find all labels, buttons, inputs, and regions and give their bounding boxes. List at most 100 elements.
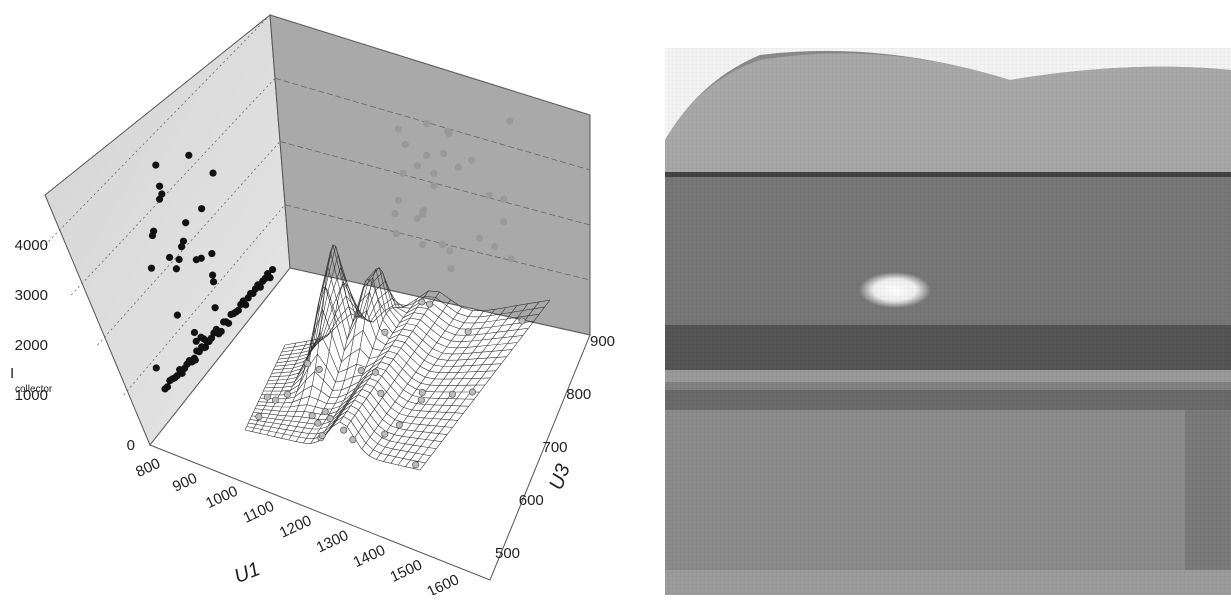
dot [211,304,219,312]
dot [349,436,357,444]
x-tick-label: 1000 [203,483,240,513]
mesh-line [390,307,507,464]
dot [255,413,263,421]
z-tick-label: 0 [127,437,135,454]
dot [454,163,462,171]
y-tick-label: 700 [543,439,568,456]
dot [177,243,186,251]
dot [418,210,427,218]
plot-3d [44,14,591,581]
dot [446,247,454,255]
dot [208,249,216,258]
dot [500,195,508,203]
dot [268,265,277,274]
dot [192,337,200,345]
dot [172,265,181,273]
dot [500,218,508,226]
dot [163,383,172,391]
z-tick-label: 1000 [15,387,48,404]
dot [468,388,476,396]
dot [152,364,160,372]
x-tick-label: 1100 [241,498,277,527]
grid-line [44,14,271,246]
dot [430,182,438,190]
dot [266,274,274,282]
dot [201,343,210,351]
dot [518,317,526,325]
dot [190,328,199,337]
dot [147,264,156,272]
x-axis-label: U1 [231,558,263,588]
dot [357,367,365,375]
dot [179,237,188,245]
dot [426,300,434,308]
dot [394,196,403,205]
dot [185,151,193,159]
dot [234,306,242,314]
dot [381,430,389,438]
x-tick-label: 900 [170,470,200,496]
mesh-line [419,299,551,471]
dot [468,156,476,164]
y-axis-label: U3 [545,461,574,493]
x-tick-label: 1400 [351,542,388,572]
dot [224,319,233,327]
mesh-line [412,301,540,469]
dot [242,301,250,309]
dot [198,205,206,213]
mesh-line [284,290,551,346]
grid-line [97,141,281,346]
dot [430,170,438,178]
dot [209,169,217,177]
y-tick-label: 900 [590,333,615,350]
dot [444,127,452,135]
grid-line [284,204,591,281]
dot [308,412,316,420]
plot-content [44,14,591,471]
dot [412,461,420,469]
y-tick-label: 500 [495,545,520,562]
dot [423,151,431,160]
dot [256,283,264,291]
grid-line [289,267,591,336]
mesh-line [283,295,545,349]
z-axis-label: I [10,365,14,382]
dot [209,278,218,286]
dot [401,140,409,149]
dot [314,419,322,427]
dot [155,182,164,190]
dot [173,311,181,319]
photo [665,48,1231,595]
dot [507,255,515,263]
dot [271,396,279,404]
dot [152,161,160,169]
dot [191,356,199,364]
dot [418,240,427,249]
dot [197,254,205,262]
dot [447,264,455,273]
dot [438,240,447,249]
z-tick-label: 4000 [15,237,48,254]
y-tick-label: 800 [566,386,591,403]
dot [321,408,329,416]
mesh-line [405,303,529,467]
dot [413,215,421,223]
mesh-line [397,305,518,466]
dot [340,426,348,434]
dot [391,210,399,218]
dot [418,389,426,397]
dot [448,390,456,398]
grid-line [274,77,591,171]
dot [165,253,174,262]
x-tick-label: 1200 [277,512,314,542]
dot [417,396,425,404]
dot [413,162,421,170]
dot [371,368,379,376]
dot [399,169,407,177]
grid-line [269,14,591,116]
dot [208,271,217,279]
dot [217,327,225,336]
dot [395,421,403,429]
